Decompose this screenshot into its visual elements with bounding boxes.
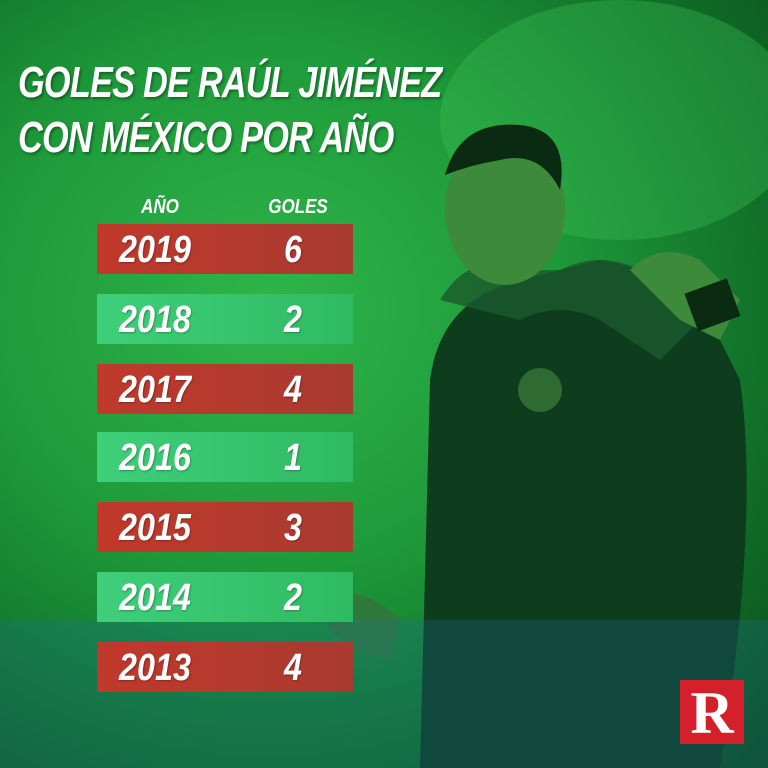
goals-cell: 6 bbox=[284, 229, 302, 271]
goals-cell: 4 bbox=[284, 647, 302, 689]
table-row: 2019 6 bbox=[97, 224, 353, 274]
table-row: 2015 3 bbox=[97, 502, 353, 552]
year-cell: 2019 bbox=[119, 229, 191, 271]
year-cell: 2018 bbox=[119, 299, 191, 341]
year-cell: 2017 bbox=[119, 369, 191, 411]
table-row: 2013 4 bbox=[97, 642, 353, 692]
table-row: 2018 2 bbox=[97, 294, 353, 344]
table-row: 2016 1 bbox=[97, 432, 353, 482]
goals-cell: 4 bbox=[284, 369, 302, 411]
goals-cell: 2 bbox=[284, 577, 302, 619]
year-cell: 2013 bbox=[119, 647, 191, 689]
goals-cell: 3 bbox=[284, 507, 302, 549]
year-cell: 2015 bbox=[119, 507, 191, 549]
logo: R bbox=[680, 680, 744, 746]
column-header: GOLES bbox=[268, 196, 328, 218]
goals-cell: 1 bbox=[284, 437, 302, 479]
goals-cell: 2 bbox=[284, 299, 302, 341]
year-cell: 2016 bbox=[119, 437, 191, 479]
year-cell: 2014 bbox=[119, 577, 191, 619]
column-header: AÑO bbox=[141, 196, 179, 218]
table-row: 2014 2 bbox=[97, 572, 353, 622]
title-line: CON MÉXICO POR AÑO bbox=[18, 113, 394, 162]
title-line: GOLES DE RAÚL JIMÉNEZ bbox=[18, 58, 442, 107]
table-row: 2017 4 bbox=[97, 364, 353, 414]
